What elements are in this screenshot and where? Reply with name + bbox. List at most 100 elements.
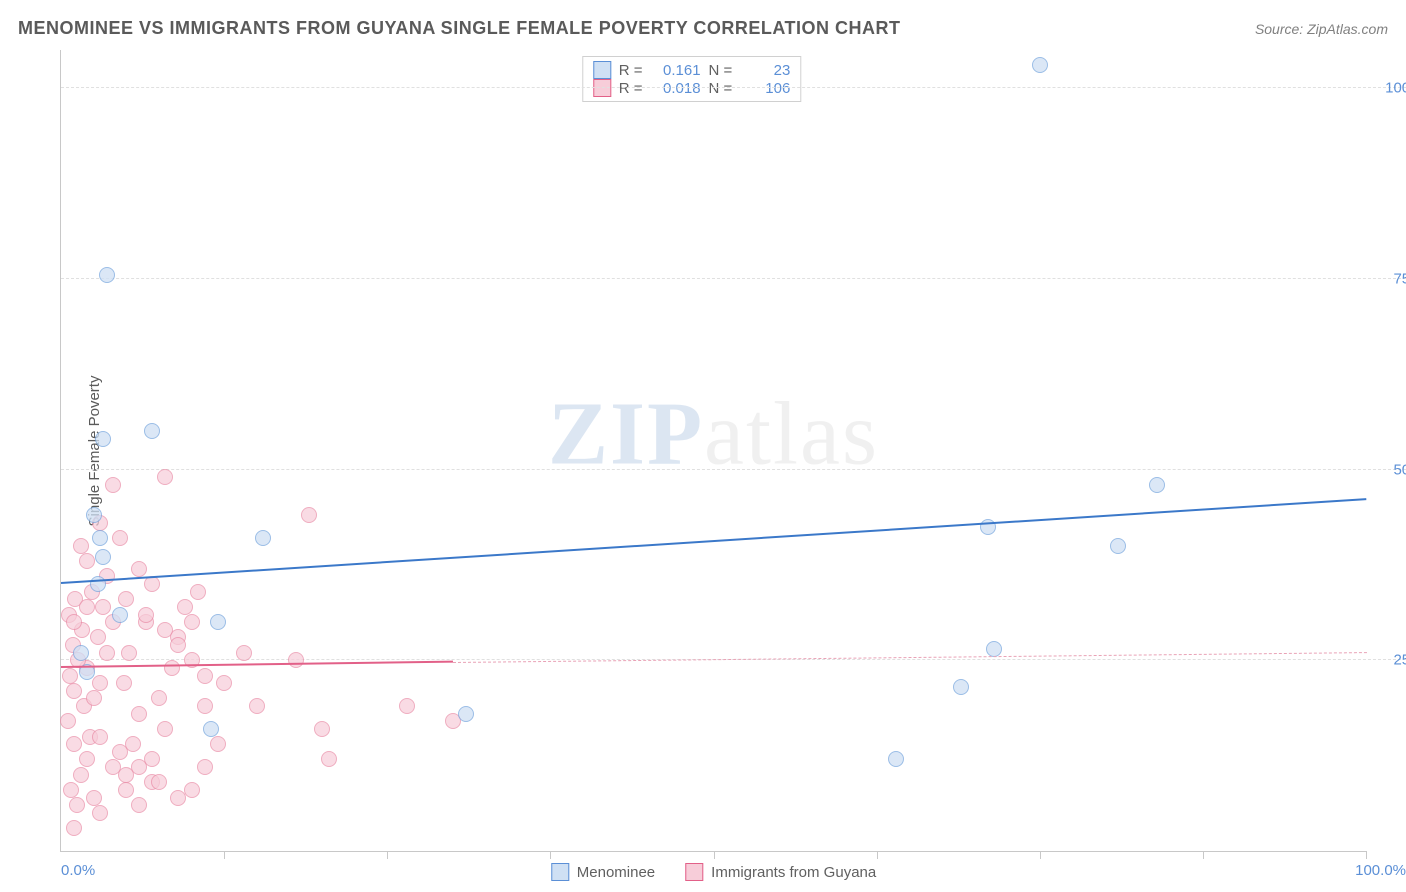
- data-point: [131, 797, 147, 813]
- data-point: [66, 614, 82, 630]
- x-tick: [1203, 851, 1204, 859]
- data-point: [203, 721, 219, 737]
- data-point: [105, 477, 121, 493]
- data-point: [66, 683, 82, 699]
- data-point: [99, 645, 115, 661]
- gridline: [61, 87, 1406, 88]
- data-point: [249, 698, 265, 714]
- data-point: [288, 652, 304, 668]
- data-point: [151, 774, 167, 790]
- data-point: [216, 675, 232, 691]
- legend-swatch-0: [593, 61, 611, 79]
- data-point: [116, 675, 132, 691]
- n-value-0: 23: [740, 62, 790, 79]
- x-tick: [714, 851, 715, 859]
- data-point: [92, 729, 108, 745]
- data-point: [86, 507, 102, 523]
- n-label-0: N =: [709, 62, 733, 79]
- legend-bottom-swatch-1: [685, 863, 703, 881]
- data-point: [66, 736, 82, 752]
- r-value-0: 0.161: [651, 62, 701, 79]
- data-point: [197, 759, 213, 775]
- legend-stats-row-0: R = 0.161 N = 23: [593, 61, 791, 79]
- data-point: [118, 591, 134, 607]
- watermark: ZIPatlas: [548, 383, 879, 486]
- source-attribution: Source: ZipAtlas.com: [1255, 21, 1388, 39]
- data-point: [197, 668, 213, 684]
- data-point: [1149, 477, 1165, 493]
- x-tick: [224, 851, 225, 859]
- data-point: [986, 641, 1002, 657]
- data-point: [157, 721, 173, 737]
- data-point: [90, 629, 106, 645]
- source-name: ZipAtlas.com: [1307, 21, 1388, 37]
- data-point: [95, 431, 111, 447]
- legend-stats: R = 0.161 N = 23 R = 0.018 N = 106: [582, 56, 802, 102]
- data-point: [95, 599, 111, 615]
- data-point: [112, 607, 128, 623]
- legend-item-1: Immigrants from Guyana: [685, 863, 876, 881]
- data-point: [210, 614, 226, 630]
- data-point: [236, 645, 252, 661]
- data-point: [66, 820, 82, 836]
- x-tick: [1366, 851, 1367, 859]
- data-point: [190, 584, 206, 600]
- data-point: [86, 790, 102, 806]
- data-point: [79, 751, 95, 767]
- data-point: [131, 706, 147, 722]
- data-point: [170, 637, 186, 653]
- y-tick-label: 50.0%: [1393, 461, 1406, 478]
- data-point: [95, 549, 111, 565]
- y-tick-label: 25.0%: [1393, 652, 1406, 669]
- data-point: [112, 744, 128, 760]
- x-tick: [1040, 851, 1041, 859]
- data-point: [157, 622, 173, 638]
- x-axis-min-label: 0.0%: [61, 862, 95, 879]
- data-point: [399, 698, 415, 714]
- data-point: [1110, 538, 1126, 554]
- data-point: [138, 607, 154, 623]
- data-point: [92, 675, 108, 691]
- data-point: [255, 530, 271, 546]
- data-point: [131, 561, 147, 577]
- data-point: [79, 599, 95, 615]
- data-point: [69, 797, 85, 813]
- data-point: [99, 267, 115, 283]
- legend-series: Menominee Immigrants from Guyana: [551, 863, 876, 881]
- data-point: [131, 759, 147, 775]
- data-point: [458, 706, 474, 722]
- data-point: [1032, 57, 1048, 73]
- data-point: [151, 690, 167, 706]
- data-point: [73, 767, 89, 783]
- data-point: [164, 660, 180, 676]
- x-tick: [877, 851, 878, 859]
- data-point: [92, 805, 108, 821]
- data-point: [60, 713, 76, 729]
- data-point: [121, 645, 137, 661]
- data-point: [63, 782, 79, 798]
- y-tick-label: 75.0%: [1393, 270, 1406, 287]
- data-point: [301, 507, 317, 523]
- legend-bottom-swatch-0: [551, 863, 569, 881]
- x-axis-max-label: 100.0%: [1355, 862, 1406, 879]
- data-point: [953, 679, 969, 695]
- data-point: [184, 614, 200, 630]
- data-point: [314, 721, 330, 737]
- data-point: [177, 599, 193, 615]
- trend-line: [61, 661, 453, 668]
- y-axis-label: Single Female Poverty: [86, 375, 103, 526]
- data-point: [197, 698, 213, 714]
- source-prefix: Source:: [1255, 21, 1307, 37]
- data-point: [888, 751, 904, 767]
- data-point: [79, 553, 95, 569]
- x-tick: [550, 851, 551, 859]
- gridline: [61, 278, 1406, 279]
- data-point: [210, 736, 226, 752]
- data-point: [92, 530, 108, 546]
- data-point: [112, 530, 128, 546]
- trend-line: [452, 652, 1366, 663]
- chart-title: MENOMINEE VS IMMIGRANTS FROM GUYANA SING…: [18, 18, 901, 39]
- y-tick-label: 100.0%: [1385, 80, 1406, 97]
- gridline: [61, 469, 1406, 470]
- legend-item-0: Menominee: [551, 863, 655, 881]
